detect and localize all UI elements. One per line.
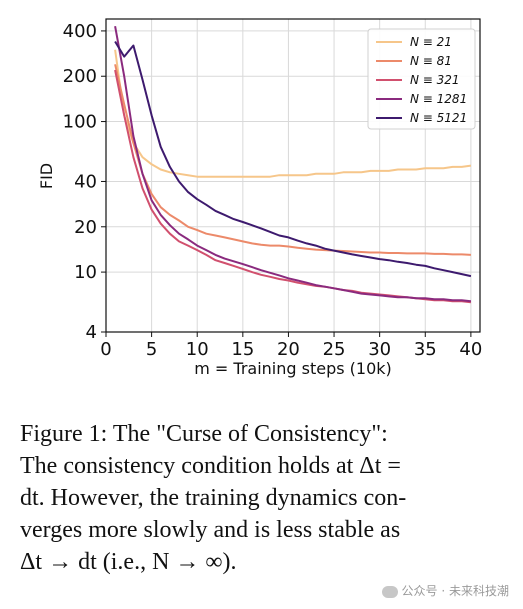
legend-label-3: N ≡ 1281 (410, 92, 467, 106)
x-axis-ticks: 0 5 10 15 20 25 30 35 40 (100, 332, 482, 360)
legend-label-2: N ≡ 321 (410, 73, 460, 87)
y-tick-label: 10 (74, 262, 97, 283)
caption-line-3: dt. However, the training dynamics con- (20, 485, 407, 511)
series-line-4 (114, 40, 472, 278)
series-line-3 (114, 26, 472, 303)
legend: N ≡ 21 N ≡ 81 N ≡ 321 N ≡ 1281 N ≡ 5121 (367, 28, 476, 130)
x-tick-label: 5 (146, 339, 157, 360)
fid-chart: 0 5 10 15 20 25 30 35 40 4 10 20 40 100 200 400 m = Tr… (37, 18, 482, 378)
x-tick-label: 30 (368, 339, 391, 360)
watermark-text: 公众号 · 未来科技潮 (401, 584, 509, 598)
wechat-icon (381, 585, 398, 598)
caption-line-4: verges more slowly and is less stable as (20, 517, 401, 543)
series-lines (114, 26, 472, 304)
y-axis-ticks: 4 10 20 40 100 200 400 (63, 21, 106, 343)
y-tick-label: 400 (63, 21, 97, 42)
legend-label-0: N ≡ 21 (410, 35, 452, 49)
plot-frame (105, 18, 481, 333)
x-tick-label: 25 (323, 339, 346, 360)
x-tick-label: 40 (459, 339, 482, 360)
x-tick-label: 0 (100, 339, 111, 360)
caption-line-1: Figure 1: The "Curse of Consistency": (20, 421, 388, 447)
caption-line-5: Δt → dt (i.e., N → ∞). (20, 549, 237, 575)
series-line-1 (114, 64, 471, 256)
figure-caption: Figure 1: The "Curse of Consistency": Th… (20, 418, 508, 578)
y-tick-label: 4 (86, 322, 97, 343)
caption-line-2: The consistency condition holds at Δt = (20, 453, 401, 479)
watermark: 公众号 · 未来科技潮 (381, 582, 509, 599)
legend-label-4: N ≡ 5121 (410, 111, 467, 125)
x-tick-label: 20 (277, 339, 300, 360)
x-tick-label: 35 (414, 339, 437, 360)
legend-box (367, 28, 476, 130)
y-tick-label: 40 (74, 171, 97, 192)
legend-label-1: N ≡ 81 (410, 54, 452, 68)
x-axis-label: m = Training steps (10k) (194, 359, 392, 378)
y-tick-label: 200 (63, 66, 97, 87)
y-axis-label: FID (37, 163, 56, 189)
x-tick-label: 10 (186, 339, 209, 360)
y-tick-label: 20 (74, 217, 97, 238)
y-tick-label: 100 (63, 112, 97, 133)
x-tick-label: 15 (231, 339, 254, 360)
